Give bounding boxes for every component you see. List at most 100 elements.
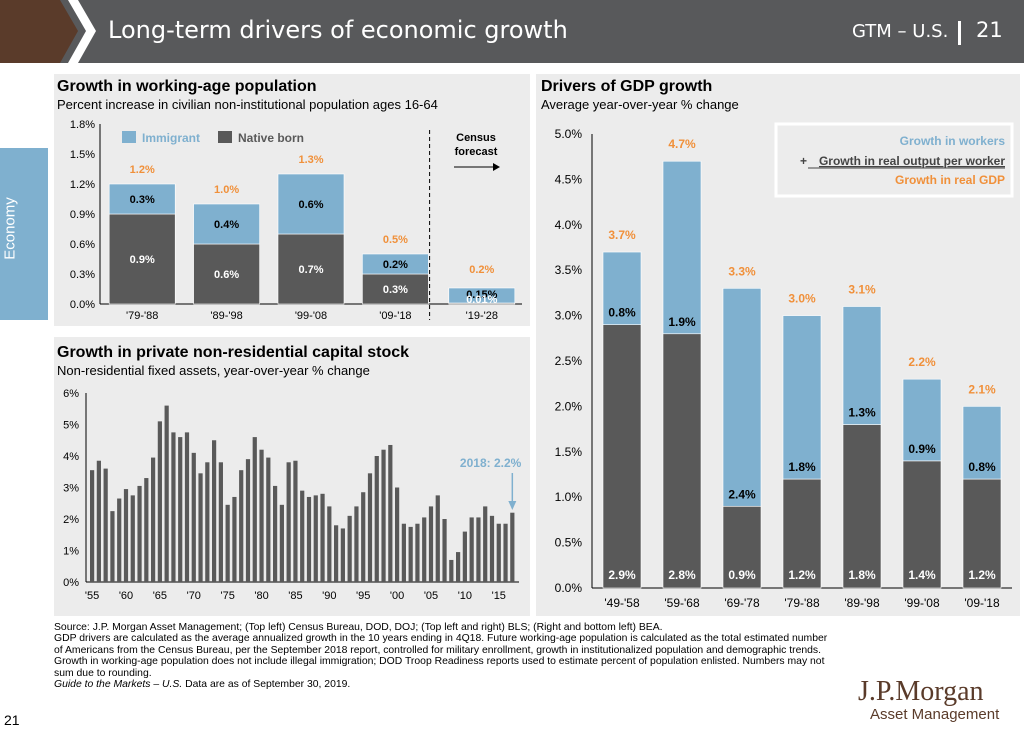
as-of-note: Guide to the Markets – U.S. Data are as … (54, 679, 834, 690)
capital-stock-bar (212, 440, 217, 582)
y-tick-label: 5.0% (555, 127, 583, 141)
y-tick-label: 0.0% (555, 581, 583, 595)
x-tick-label: '09-'18 (379, 310, 411, 322)
output-per-worker-label: 1.3% (848, 406, 876, 420)
guide-label: GTM – U.S. (852, 21, 949, 42)
capital-stock-bar (313, 495, 318, 582)
y-tick-label: 3% (63, 483, 79, 495)
capital-stock-bar (415, 523, 420, 582)
y-tick-label: 4% (63, 451, 79, 463)
gdp-total-label: 3.1% (848, 283, 876, 297)
gdp-total-label: 3.7% (608, 228, 636, 242)
capital-stock-bar (96, 460, 101, 582)
capital-stock-bar (198, 473, 203, 582)
total-label: 1.2% (130, 164, 155, 176)
capital-stock-title: Growth in private non-residential capita… (57, 344, 410, 361)
capital-stock-bar (137, 485, 142, 582)
legend-immigrant-swatch (122, 131, 136, 143)
capital-stock-bar (266, 457, 271, 582)
native-born-label: 0.9% (130, 254, 155, 266)
working-age-title: Growth in working-age population (57, 78, 317, 95)
capital-stock-bar (489, 515, 495, 582)
output-per-worker-label: 0.8% (968, 460, 996, 474)
section-tab[interactable] (0, 148, 48, 320)
capital-stock-bar (374, 456, 379, 582)
legend-immigrant-label: Immigrant (142, 131, 200, 145)
x-tick-label: '19-'28 (466, 310, 498, 322)
workers-bar (782, 478, 822, 589)
x-tick-label: '89-'98 (210, 310, 242, 322)
legend-real-gdp: Growth in real GDP (895, 173, 1005, 187)
capital-stock-bar (401, 523, 406, 582)
y-tick-label: 1.8% (70, 119, 95, 131)
output-per-worker-label: 2.4% (728, 487, 756, 501)
y-tick-label: 2.5% (555, 354, 583, 368)
x-tick-label: '49-'58 (604, 596, 640, 610)
legend-workers: Growth in workers (900, 134, 1006, 148)
y-tick-label: 4.0% (555, 218, 583, 232)
total-label: 1.3% (298, 154, 323, 166)
native-born-bar (277, 233, 345, 305)
capital-stock-bar (422, 517, 427, 582)
x-tick-label: '55 (85, 590, 99, 602)
workers-label: 0.9% (728, 568, 756, 582)
capital-stock-bar (157, 421, 162, 582)
methodology-note: GDP drivers are calculated as the averag… (54, 633, 828, 679)
y-tick-label: 0.0% (70, 299, 95, 311)
workers-bar (902, 460, 942, 589)
capital-stock-bar (442, 519, 447, 582)
annotation-arrow-head (508, 501, 517, 510)
y-tick-label: 5% (63, 420, 79, 432)
capital-stock-bar (327, 506, 332, 582)
workers-bar (662, 333, 702, 589)
gdp-total-label: 4.7% (668, 137, 696, 151)
y-tick-label: 0.3% (70, 269, 95, 281)
workers-label: 1.8% (848, 568, 876, 582)
total-label: 0.2% (469, 264, 494, 276)
workers-label: 2.9% (608, 568, 636, 582)
output-per-worker-label: 0.8% (608, 306, 636, 320)
capital-stock-bar (184, 432, 190, 582)
workers-label: 2.8% (668, 568, 696, 582)
x-tick-label: '15 (492, 590, 506, 602)
header-banner (0, 0, 1024, 63)
gdp-total-label: 3.3% (728, 264, 756, 278)
x-tick-label: '60 (119, 590, 133, 602)
output-per-worker-bar (842, 306, 882, 425)
y-tick-label: 0.9% (70, 209, 95, 221)
capital-stock-bar (361, 492, 366, 582)
y-tick-label: 2% (63, 514, 79, 526)
capital-stock-bar (340, 528, 345, 582)
native-born-bar (362, 273, 429, 305)
working-age-subtitle: Percent increase in civilian non-institu… (57, 97, 438, 112)
x-tick-label: '85 (288, 590, 302, 602)
workers-bar (602, 324, 642, 589)
gdp-chart: 0.0% 0.5% 1.0% 1.5% 2.0% 2.5% 3.0% 3.5% 4.0% 4.5%… (555, 122, 1014, 610)
output-per-worker-bar (902, 378, 942, 462)
immigrant-bar (108, 183, 176, 215)
capital-stock-bar (178, 437, 183, 582)
x-tick-label: '69-'78 (724, 596, 760, 610)
output-per-worker-label: 1.9% (668, 315, 696, 329)
native-born-bar (193, 243, 260, 305)
immigrant-bar (362, 253, 429, 275)
output-per-worker-bar (722, 288, 762, 507)
immigrant-bar (448, 287, 516, 304)
capital-stock-bar (279, 504, 284, 582)
native-born-label: 0.6% (214, 269, 239, 281)
y-tick-label: 0.5% (555, 536, 583, 550)
capital-stock-bar (300, 490, 305, 582)
legend-output-per-worker: Growth in real output per worker (819, 154, 1005, 168)
x-tick-label: '09-'18 (964, 596, 1000, 610)
y-tick-label: 3.0% (555, 309, 583, 323)
capital-stock-bar (306, 496, 312, 582)
output-per-worker-bar (782, 315, 822, 480)
x-tick-label: '90 (322, 590, 336, 602)
x-tick-label: '65 (153, 590, 167, 602)
capital-stock-bar (225, 504, 230, 582)
y-tick-label: 2.0% (555, 399, 583, 413)
workers-bar (722, 505, 762, 589)
jpmorgan-logo: J.P.Morgan (858, 676, 984, 707)
capital-stock-bar (293, 460, 298, 582)
header-divider (958, 21, 961, 45)
